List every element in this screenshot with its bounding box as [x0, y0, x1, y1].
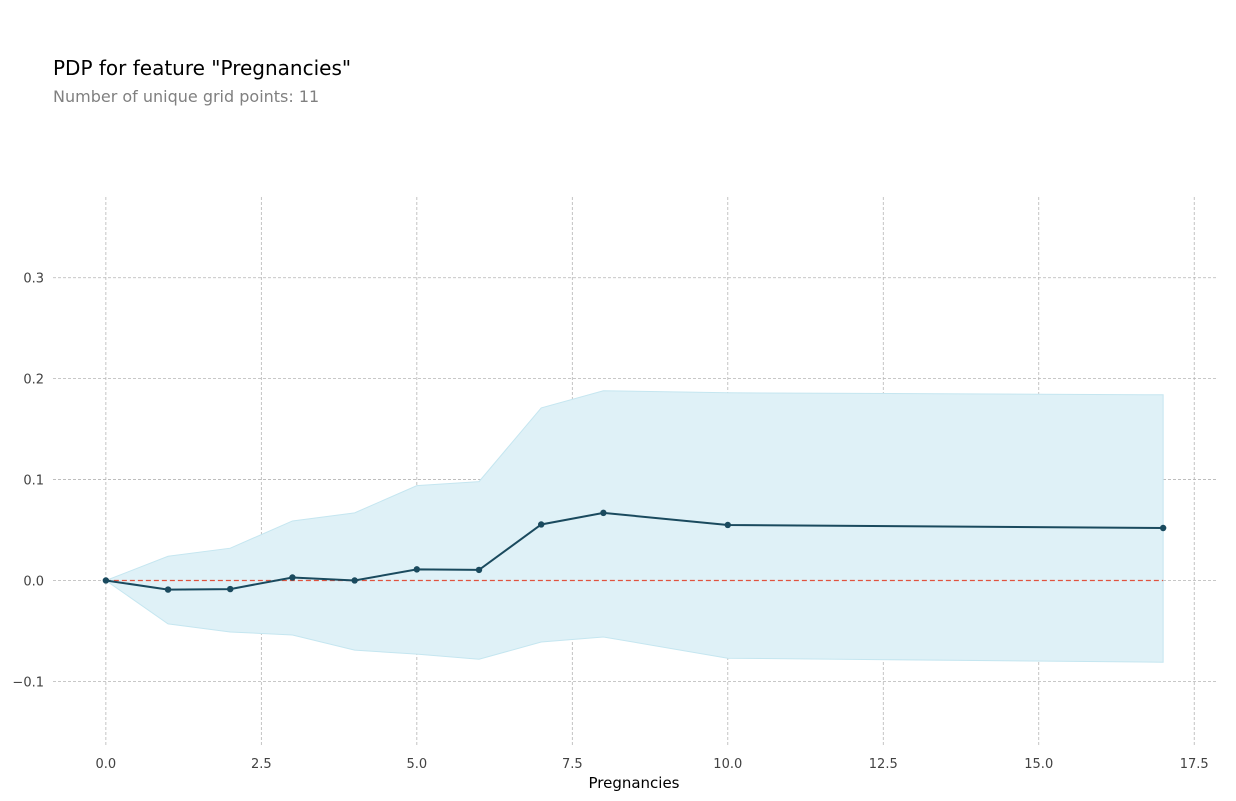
x-axis-label: Pregnancies	[588, 774, 679, 792]
x-tick-label: 12.5	[869, 757, 898, 772]
pdp-point	[1159, 524, 1167, 532]
chart-title: PDP for feature "Pregnancies"	[53, 56, 352, 80]
pdp-points-layer	[102, 509, 1167, 593]
pdp-point	[724, 521, 731, 529]
pdp-point	[600, 509, 607, 517]
x-tick-label: 5.0	[406, 757, 427, 772]
pdp-point	[538, 521, 545, 528]
x-tick-label: 2.5	[251, 757, 272, 772]
x-tick-label: 17.5	[1180, 757, 1209, 772]
y-tick-label: 0.2	[23, 373, 44, 388]
x-tick-labels: 0.0 2.5 5.0 7.5 10.0 12.5 15.0 17.5	[96, 757, 1209, 772]
y-tick-label: 0.3	[23, 272, 44, 287]
pdp-point	[351, 577, 358, 584]
y-tick-label: 0.1	[23, 474, 44, 489]
pdp-point	[289, 574, 296, 581]
x-tick-label: 15.0	[1024, 757, 1053, 772]
y-tick-label: 0.0	[23, 574, 44, 589]
pdp-point	[164, 586, 172, 593]
x-tick-label: 7.5	[562, 757, 583, 772]
y-tick-label: −0.1	[12, 675, 44, 690]
pdp-point	[227, 585, 234, 593]
x-tick-label: 10.0	[713, 757, 742, 772]
y-tick-labels: −0.1 0.0 0.1 0.2 0.3	[12, 272, 44, 691]
chart-subtitle: Number of unique grid points: 11	[53, 87, 320, 106]
x-tick-label: 0.0	[96, 757, 117, 772]
pdp-point	[102, 577, 110, 584]
pdp-point	[475, 566, 483, 574]
pdp-point	[413, 566, 421, 573]
